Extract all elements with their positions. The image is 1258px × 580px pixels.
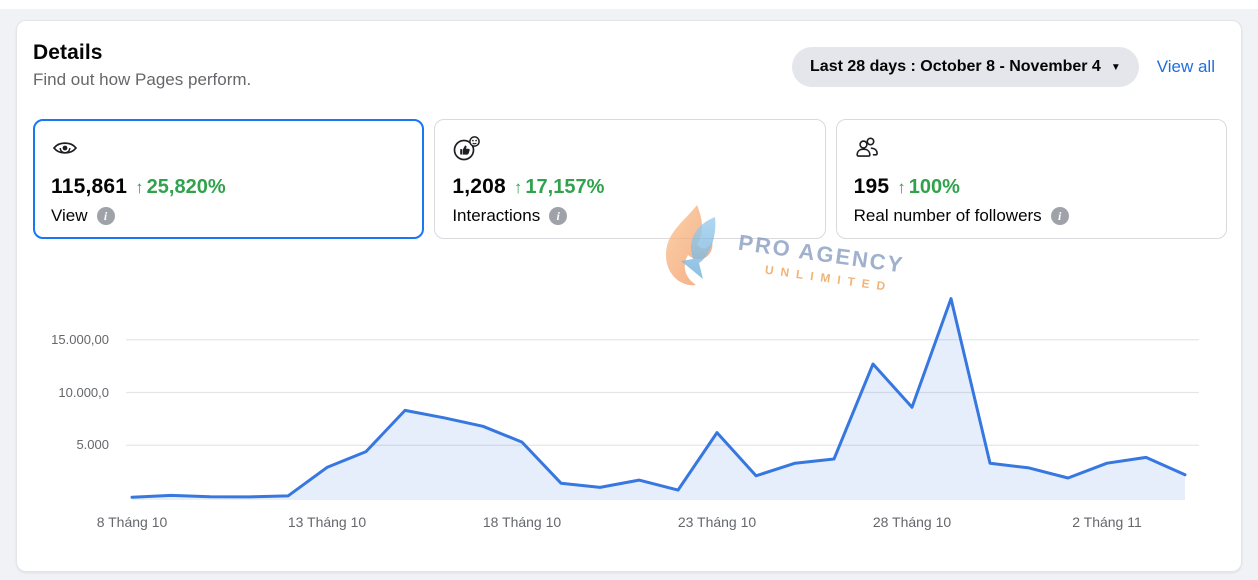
metric-delta: ↑ 25,820%: [135, 176, 225, 199]
metric-delta: ↑ 17,157%: [514, 176, 604, 199]
metric-value: 1,208: [452, 175, 506, 198]
chart-area-fill: [132, 298, 1185, 500]
info-icon[interactable]: i: [549, 207, 568, 225]
date-range-dropdown[interactable]: Last 28 days : October 8 - November 4 ▼: [792, 47, 1139, 87]
details-panel: Details Find out how Pages perform. Last…: [16, 20, 1242, 572]
y-axis-label: 5.000: [76, 437, 109, 453]
metric-label: View: [51, 206, 88, 225]
metric-card-interactions[interactable]: 1,208 ↑ 17,157% Interactions i: [434, 119, 826, 239]
metric-delta-value: 25,820%: [146, 176, 226, 198]
metric-label: Real number of followers: [853, 206, 1042, 225]
metric-value: 195: [853, 175, 890, 198]
page-background-strip: [0, 0, 1258, 9]
metric-card-followers[interactable]: 195 ↑ 100% Real number of followers i: [835, 119, 1227, 239]
metric-label: Interactions: [452, 206, 541, 225]
up-arrow-icon: ↑: [135, 178, 144, 197]
area-chart: [126, 297, 1199, 500]
info-icon[interactable]: i: [96, 207, 115, 225]
y-axis-label: 15.000,00: [51, 331, 109, 347]
x-axis-label: 13 Tháng 10: [287, 514, 367, 530]
page-subtitle: Find out how Pages perform.: [33, 70, 252, 89]
y-axis-label: 10.000,0: [58, 384, 109, 400]
info-icon-glyph: i: [1058, 208, 1062, 223]
x-axis-label: 23 Tháng 10: [677, 514, 757, 530]
x-axis-label: 18 Tháng 10: [482, 514, 562, 530]
x-axis-label: 28 Tháng 10: [872, 514, 952, 530]
up-arrow-icon: ↑: [513, 178, 523, 197]
info-icon[interactable]: i: [1050, 207, 1069, 225]
metric-delta-value: 17,157%: [525, 176, 605, 198]
page-title: Details: [33, 41, 103, 64]
view-all-link[interactable]: View all: [1156, 57, 1215, 76]
chart-line: [130, 297, 1187, 499]
x-axis-label: 2 Tháng 11: [1072, 514, 1142, 530]
date-range-label: Last 28 days : October 8 - November 4: [810, 58, 1101, 75]
up-arrow-icon: ↑: [897, 178, 906, 197]
watermark-tagline: UNLIMITED: [764, 262, 894, 295]
x-axis-label: 8 Tháng 10: [96, 514, 168, 530]
metric-value-row: 1,208 ↑ 17,157%: [452, 175, 807, 199]
reaction-icon: [452, 135, 807, 162]
info-icon-glyph: i: [103, 208, 108, 223]
metric-value-row: 115,861 ↑ 25,820%: [51, 175, 406, 199]
eye-icon: [51, 135, 406, 162]
header-actions: Last 28 days : October 8 - November 4 ▼ …: [792, 47, 1215, 87]
info-icon-glyph: i: [556, 208, 560, 223]
metric-value-row: 195 ↑ 100%: [854, 175, 1209, 199]
metric-delta-value: 100%: [908, 176, 960, 198]
metric-card-views[interactable]: 115,861 ↑ 25,820% View i: [33, 119, 425, 239]
followers-icon: [854, 135, 1209, 162]
panel-header: Details Find out how Pages perform.: [33, 41, 251, 90]
metric-delta: ↑ 100%: [897, 176, 960, 199]
metric-cards-row: 115,861 ↑ 25,820% View i 1,208: [33, 119, 1227, 239]
performance-chart: 5.000 10.000,0 15.000,00 8 Tháng 10 13 Thán…: [17, 293, 1241, 553]
chevron-down-icon: ▼: [1110, 62, 1121, 73]
metric-value: 115,861: [51, 175, 128, 198]
